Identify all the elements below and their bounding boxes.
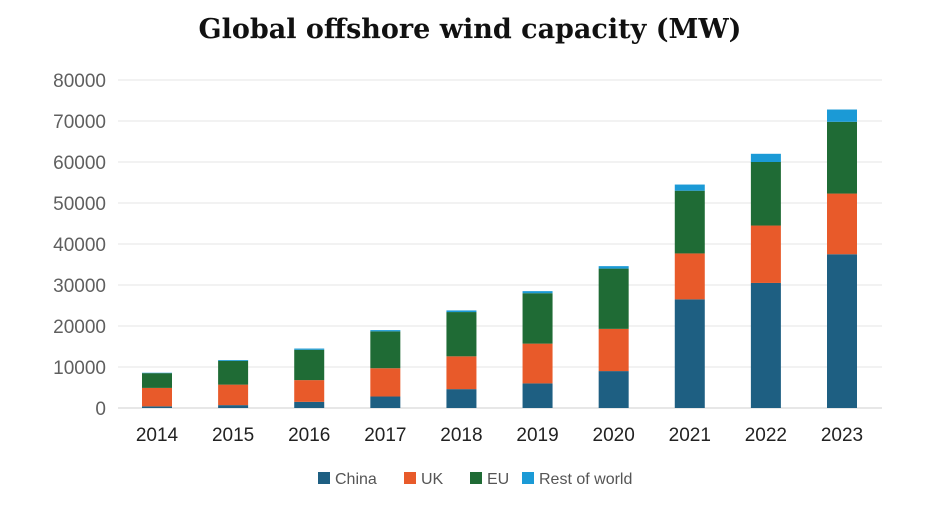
bar-segment: [674, 184, 705, 191]
bar-segment: [598, 268, 629, 329]
legend-label: EU: [487, 471, 509, 488]
bar-segment: [674, 190, 705, 254]
bar-segment: [142, 406, 172, 408]
bar-segment: [750, 282, 781, 408]
legend-label: UK: [421, 471, 444, 488]
legend-swatch: [404, 472, 416, 484]
bar-segment: [294, 348, 325, 350]
bar-segment: [446, 312, 477, 357]
bar-segment: [598, 266, 629, 269]
bars: [142, 109, 857, 408]
legend-swatch: [522, 472, 534, 484]
x-tick-label: 2019: [516, 425, 558, 446]
bar-segment: [294, 349, 325, 381]
legend-swatch: [470, 472, 482, 484]
bar-segment: [522, 383, 553, 408]
bar-segment: [218, 360, 249, 385]
bar-segment: [446, 356, 477, 390]
bar-segment: [522, 343, 553, 384]
y-tick-label: 40000: [53, 235, 106, 256]
y-tick-label: 30000: [53, 276, 106, 297]
bar-segment: [750, 162, 781, 226]
bar-segment: [598, 328, 629, 372]
bar-segment: [218, 384, 249, 406]
bar-segment: [142, 387, 172, 407]
x-tick-label: 2014: [136, 425, 179, 446]
bar-segment: [142, 373, 172, 388]
y-tick-label: 70000: [53, 112, 106, 133]
bar-segment: [370, 330, 401, 332]
y-tick-label: 50000: [53, 194, 106, 215]
x-tick-label: 2017: [364, 425, 406, 446]
bar-segment: [446, 310, 477, 313]
bar-segment: [370, 368, 401, 397]
bar-segment: [827, 254, 857, 408]
y-tick-label: 10000: [53, 358, 106, 379]
bar-segment: [218, 360, 249, 361]
bar-segment: [522, 291, 553, 294]
bar-segment: [827, 121, 857, 194]
bar-segment: [522, 293, 553, 344]
chart-title: Global offshore wind capacity (MW): [198, 14, 742, 45]
x-tick-label: 2018: [440, 425, 482, 446]
x-tick-label: 2015: [212, 425, 254, 446]
legend-label: China: [335, 471, 377, 488]
bar-segment: [827, 193, 857, 255]
y-axis-ticks: 0 10000 20000 30000 40000 50000 60000 70000 8000…: [53, 71, 106, 420]
bar-segment: [750, 225, 781, 283]
bar-segment: [674, 253, 705, 300]
y-tick-label: 0: [95, 399, 106, 420]
y-tick-label: 80000: [53, 71, 106, 92]
x-axis-ticks: 2014 2015 2016 2017 2018 2019 2020 2021 2022 2023: [136, 425, 863, 446]
legend-swatch: [318, 472, 330, 484]
bar-segment: [750, 153, 781, 162]
x-tick-label: 2020: [593, 425, 635, 446]
legend-label: Rest of world: [539, 471, 632, 488]
legend: China UK EU Rest of world: [318, 471, 632, 488]
bar-segment: [294, 401, 325, 408]
y-tick-label: 60000: [53, 153, 106, 174]
bar-segment: [370, 331, 401, 369]
bar-segment: [370, 396, 401, 408]
bar-segment: [294, 380, 325, 402]
bar-segment: [598, 371, 629, 408]
x-tick-label: 2022: [745, 425, 787, 446]
y-tick-label: 20000: [53, 317, 106, 338]
x-tick-label: 2023: [821, 425, 863, 446]
bar-segment: [446, 389, 477, 408]
bar-segment: [827, 109, 857, 122]
x-tick-label: 2016: [288, 425, 330, 446]
x-tick-label: 2021: [669, 425, 711, 446]
bar-segment: [674, 299, 705, 408]
bar-segment: [218, 405, 249, 408]
